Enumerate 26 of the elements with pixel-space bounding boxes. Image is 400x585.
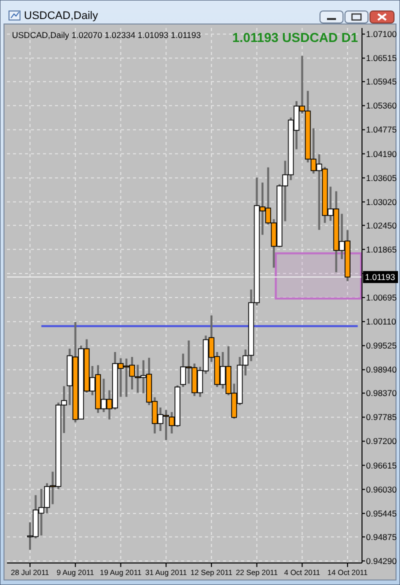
chart-title: USDCAD,Daily bbox=[24, 10, 98, 22]
y-tick-label: 1.05360 bbox=[366, 100, 397, 111]
ref-line-label: 1.01193 bbox=[365, 272, 396, 282]
y-tick-label: 0.94290 bbox=[366, 556, 397, 566]
y-tick-label: 1.02450 bbox=[366, 220, 397, 230]
y-tick-label: 1.03605 bbox=[366, 172, 397, 183]
y-tick-label: 1.00110 bbox=[366, 316, 396, 327]
y-tick-label: 0.95445 bbox=[366, 508, 397, 518]
y-tick-label: 1.04190 bbox=[366, 148, 397, 159]
y-tick-label: 1.05945 bbox=[366, 76, 397, 87]
y-tick-label: 0.97200 bbox=[366, 436, 397, 446]
y-tick-label: 0.99525 bbox=[366, 340, 397, 351]
y-tick-label: 1.01865 bbox=[366, 244, 397, 254]
y-tick-label: 0.96615 bbox=[366, 460, 397, 470]
annotation: USDCAD,Daily 1.02070 1.02334 1.01093 1.01193 bbox=[12, 30, 202, 40]
y-tick-label: 0.98370 bbox=[366, 388, 397, 398]
y-tick-label: 0.94875 bbox=[366, 532, 397, 542]
y-tick-label: 1.00695 bbox=[366, 292, 397, 303]
y-tick-label: 1.04775 bbox=[366, 124, 397, 135]
y-tick-label: 1.07100 bbox=[366, 29, 397, 40]
y-tick-label: 0.96030 bbox=[366, 484, 397, 494]
y-tick-label: 0.97785 bbox=[366, 412, 397, 422]
y-tick-label: 1.06515 bbox=[366, 53, 397, 64]
y-tick-label: 1.03020 bbox=[366, 196, 397, 207]
annotation: 1.01193 USDCAD D1 bbox=[232, 30, 358, 45]
y-tick-label: 0.98940 bbox=[366, 364, 397, 375]
